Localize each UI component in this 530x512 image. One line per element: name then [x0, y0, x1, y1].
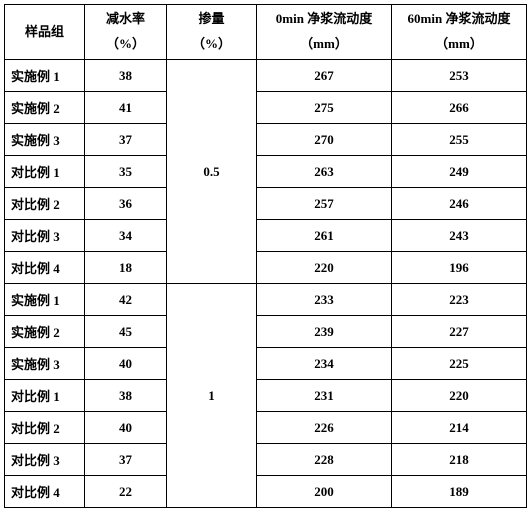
cell-sample: 对比例 2: [5, 188, 85, 220]
cell-flow60: 243: [392, 220, 527, 252]
cell-flow60: 266: [392, 92, 527, 124]
cell-flow60: 249: [392, 156, 527, 188]
cell-reduction: 36: [85, 188, 167, 220]
col-header-reduction-l2: （%）: [106, 36, 145, 51]
table-row: 实施例 340 234225: [5, 348, 527, 380]
cell-flow0: 228: [257, 444, 392, 476]
cell-reduction: 41: [85, 92, 167, 124]
cell-reduction: 40: [85, 412, 167, 444]
cell-reduction: 37: [85, 124, 167, 156]
cell-reduction: 40: [85, 348, 167, 380]
table-row: 实施例 245 239227: [5, 316, 527, 348]
col-header-sample-l1: 样品组: [25, 24, 64, 39]
cell-sample: 对比例 3: [5, 444, 85, 476]
cell-flow60: 220: [392, 380, 527, 412]
cell-sample: 实施例 1: [5, 284, 85, 316]
col-header-dosage-l2: （%）: [192, 36, 231, 51]
table-body: 实施例 1380.5267253实施例 241275266实施例 3372702…: [5, 60, 527, 508]
table-row: 对比例 334 261243: [5, 220, 527, 252]
cell-flow0: 234: [257, 348, 392, 380]
cell-flow0: 200: [257, 476, 392, 508]
cell-reduction: 42: [85, 284, 167, 316]
cell-flow60: 223: [392, 284, 527, 316]
col-header-flow60: 60min 净浆流动度 （mm）: [392, 5, 527, 60]
cell-flow60: 253: [392, 60, 527, 92]
cell-flow0: 263: [257, 156, 392, 188]
cell-sample: 实施例 2: [5, 92, 85, 124]
table-row: 对比例 337 228218: [5, 444, 527, 476]
table-row: 实施例 241 275266: [5, 92, 527, 124]
cell-sample: 对比例 2: [5, 412, 85, 444]
cell-flow0: 220: [257, 252, 392, 284]
cell-sample: 对比例 1: [5, 380, 85, 412]
cell-reduction: 35: [85, 156, 167, 188]
table-row: 对比例 422 200189: [5, 476, 527, 508]
cell-sample: 对比例 3: [5, 220, 85, 252]
col-header-dosage-l1: 掺量: [198, 11, 224, 26]
cell-reduction: 22: [85, 476, 167, 508]
cell-flow0: 275: [257, 92, 392, 124]
cell-sample: 实施例 1: [5, 60, 85, 92]
cell-reduction: 34: [85, 220, 167, 252]
cell-flow0: 267: [257, 60, 392, 92]
cell-flow0: 233: [257, 284, 392, 316]
col-header-dosage: 掺量 （%）: [167, 5, 257, 60]
cell-reduction: 37: [85, 444, 167, 476]
cell-flow0: 231: [257, 380, 392, 412]
cell-sample: 对比例 1: [5, 156, 85, 188]
table-row: 实施例 1380.5267253: [5, 60, 527, 92]
cell-flow60: 196: [392, 252, 527, 284]
col-header-reduction: 减水率 （%）: [85, 5, 167, 60]
cell-reduction: 38: [85, 380, 167, 412]
table-row: 对比例 135 263249: [5, 156, 527, 188]
cell-flow0: 261: [257, 220, 392, 252]
cell-reduction: 45: [85, 316, 167, 348]
col-header-flow0: 0min 净浆流动度 （mm）: [257, 5, 392, 60]
cell-sample: 实施例 3: [5, 348, 85, 380]
table-row: 对比例 240 226214: [5, 412, 527, 444]
cell-reduction: 38: [85, 60, 167, 92]
cell-sample: 对比例 4: [5, 476, 85, 508]
table-row: 实施例 1421233223: [5, 284, 527, 316]
cell-flow60: 255: [392, 124, 527, 156]
table-row: 对比例 138 231220: [5, 380, 527, 412]
table-row: 对比例 418 220196: [5, 252, 527, 284]
cell-flow0: 239: [257, 316, 392, 348]
cell-flow0: 270: [257, 124, 392, 156]
header-row: 样品组 减水率 （%） 掺量 （%） 0min 净浆流动度 （mm） 60min…: [5, 5, 527, 60]
cell-sample: 实施例 2: [5, 316, 85, 348]
cell-flow60: 225: [392, 348, 527, 380]
cell-flow60: 246: [392, 188, 527, 220]
col-header-sample: 样品组: [5, 5, 85, 60]
cell-flow0: 226: [257, 412, 392, 444]
cell-dosage: 1: [167, 284, 257, 508]
table-row: 对比例 236 257246: [5, 188, 527, 220]
cell-sample: 对比例 4: [5, 252, 85, 284]
col-header-flow0-l2: （mm）: [300, 36, 348, 51]
cell-reduction: 18: [85, 252, 167, 284]
cell-flow0: 257: [257, 188, 392, 220]
cell-flow60: 189: [392, 476, 527, 508]
data-table: 样品组 减水率 （%） 掺量 （%） 0min 净浆流动度 （mm） 60min…: [4, 4, 527, 508]
cell-flow60: 227: [392, 316, 527, 348]
col-header-reduction-l1: 减水率: [106, 11, 145, 26]
cell-sample: 实施例 3: [5, 124, 85, 156]
cell-flow60: 218: [392, 444, 527, 476]
col-header-flow60-l1: 60min 净浆流动度: [408, 11, 511, 26]
cell-dosage: 0.5: [167, 60, 257, 284]
table-row: 实施例 337 270255: [5, 124, 527, 156]
cell-flow60: 214: [392, 412, 527, 444]
col-header-flow0-l1: 0min 净浆流动度: [276, 11, 372, 26]
col-header-flow60-l2: （mm）: [435, 36, 483, 51]
